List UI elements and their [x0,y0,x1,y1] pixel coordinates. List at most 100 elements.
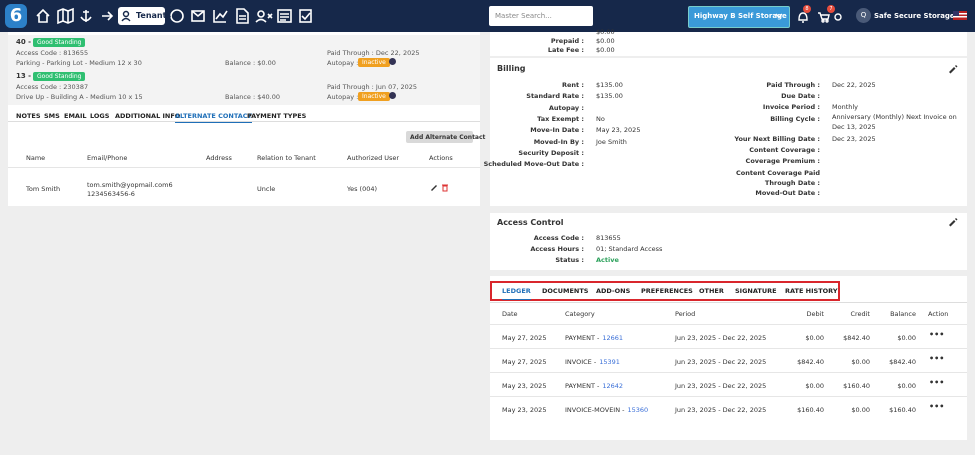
billing-value: $135.00 [596,92,623,101]
ledger-ref-link[interactable]: 15391 [599,358,620,366]
ledger-ref-link[interactable]: 15360 [627,406,649,414]
billing-edit-icon[interactable] [948,64,958,74]
summary-label: Late Fee : [547,46,584,54]
user-x-icon[interactable] [257,10,265,18]
tenant-tab[interactable]: NOTES [16,112,41,120]
tenant-tab[interactable]: SMS [44,112,60,120]
tenant-tab[interactable]: PAYMENT TYPES [247,112,307,120]
edit-icon[interactable] [431,185,437,191]
card-title: Access Control [497,218,564,227]
ledger-action[interactable]: ••• [929,378,945,387]
access-code: Access Code : 230387 [16,83,89,91]
ledger-tab[interactable]: DOCUMENTS [542,287,589,295]
ledger-period: Jun 23, 2025 - Dec 22, 2025 [675,358,767,366]
billing-label: Content Coverage : [749,146,820,154]
add-contact-label: Add Alternate Contact [410,134,486,141]
unit-description: Parking - Parking Lot - Medium 12 x 30 [16,59,142,67]
ledger-action[interactable]: ••• [929,354,945,363]
ledger-debit: $160.40 [797,406,824,414]
billing-label: Billing Cycle : [770,115,820,123]
anchor-icon[interactable] [80,10,92,22]
flag-icon[interactable] [953,11,967,20]
notification-badge: 7 [827,5,835,13]
alert-icons [798,12,842,23]
row-divider [490,372,967,373]
billing-label: Rent : [561,81,584,89]
list-icon[interactable] [277,9,292,23]
notification-badge: 8 [803,5,811,13]
mail-icon[interactable] [191,10,205,22]
billing-value: No [596,114,605,123]
tenant-tab[interactable]: ADDITIONAL INFO [115,112,181,120]
arrow-icon[interactable] [102,11,114,21]
delete-icon[interactable] [442,184,448,192]
units-list [8,35,480,105]
ledger-debit: $0.00 [805,382,824,390]
access-label: Status : [555,256,584,264]
access-edit-icon[interactable] [948,217,958,227]
status-badge: Good Standing [33,38,86,47]
balance: Balance : $0.00 [225,59,276,67]
balance: Balance : $40.00 [225,93,280,101]
ledger-tab[interactable]: ADD-ONS [596,287,631,295]
ledger-tab-divider [490,302,967,303]
logo[interactable]: 6 [5,4,27,28]
bell-icon[interactable] [798,12,808,23]
tenant-tab[interactable]: ALTERNATE CONTACT [175,112,252,123]
ledger-debit: $842.40 [797,358,824,366]
access-label: Access Hours : [530,245,584,253]
autopay-status: Inactive [358,92,390,101]
info-icon [389,58,396,65]
access-value: 01; Standard Access [596,245,663,253]
unit-description: Drive Up - Building A - Medium 10 x 15 [16,93,143,101]
ledger-category: INVOICE-MOVEIN -15360 [565,406,649,414]
search-placeholder: Master Search... [495,12,552,20]
ledger-tab[interactable]: LEDGER [502,287,531,300]
billing-label: Paid Through : [766,81,820,89]
ledger-ref-link[interactable]: 12661 [602,334,624,342]
tenant-tab[interactable]: LOGS [90,112,110,120]
access-value: Active [596,256,619,264]
ledger-credit: $842.40 [843,334,870,342]
ledger-tab[interactable]: RATE HISTORY [785,287,838,295]
chart-icon[interactable] [213,10,228,23]
contact-authorized: Yes (004) [347,185,378,193]
billing-value: Joe Smith [596,137,627,146]
ledger-column-header: Date [502,310,518,318]
unit-number: 40 - [16,38,32,46]
billing-label: Coverage Premium : [745,157,820,165]
row-divider [490,396,967,397]
table-divider [8,167,480,168]
access-card [490,213,967,270]
settings-icon[interactable] [834,13,842,21]
ledger-action[interactable]: ••• [929,330,945,339]
ledger-period: Jun 23, 2025 - Dec 22, 2025 [675,406,767,414]
card-title: Billing [497,64,526,73]
search-box[interactable] [489,6,593,26]
map-icon[interactable] [57,7,74,25]
add-contact-button[interactable] [406,131,473,143]
doc-icon[interactable] [236,8,249,24]
access-code: Access Code : 813655 [16,49,89,57]
ledger-tab[interactable]: PREFERENCES [641,287,693,295]
billing-value: Dec 23, 2025 [832,135,876,143]
account-name[interactable]: Safe Secure Storage [874,12,955,20]
summary-value: $0.00 [596,37,615,45]
avatar[interactable]: Q [856,8,871,23]
ledger-ref-link[interactable]: 12642 [602,382,624,390]
ledger-tab[interactable]: SIGNATURE [735,287,777,295]
ledger-tab[interactable]: OTHER [699,287,724,295]
reports-icon[interactable] [170,9,184,23]
billing-label: Your Next Billing Date : [734,135,820,143]
facility-select[interactable] [688,6,790,28]
ledger-balance: $0.00 [897,382,916,390]
billing-label: Standard Rate : [526,92,584,101]
ledger-action[interactable]: ••• [929,402,945,411]
tenant-tab[interactable]: EMAIL [64,112,87,120]
check-icon[interactable] [299,9,312,23]
autopay-status: Inactive [358,58,390,67]
billing-label: Due Date : [781,92,820,100]
home-icon[interactable] [36,8,50,23]
cart-icon[interactable] [818,12,830,20]
access-value: 813655 [596,234,621,242]
